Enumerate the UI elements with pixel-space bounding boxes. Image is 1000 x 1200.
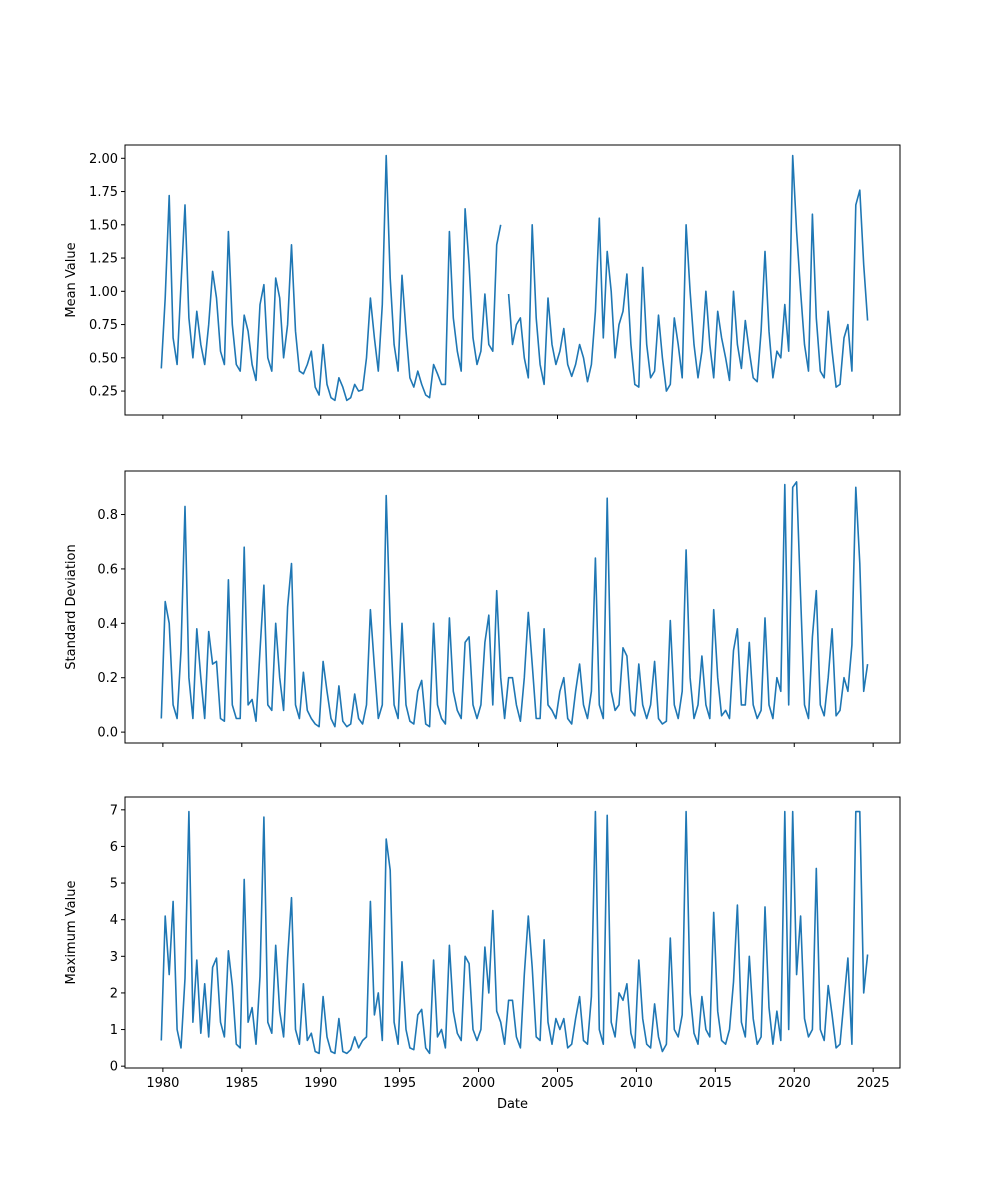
x-tick-label: 2000	[462, 1076, 495, 1091]
x-tick-label: 2005	[541, 1076, 574, 1091]
x-tick-label: 1995	[383, 1076, 416, 1091]
y-tick-label: 0.50	[89, 351, 118, 366]
x-tick-label: 1980	[146, 1076, 179, 1091]
x-tick-label: 1985	[225, 1076, 258, 1091]
y-axis-label: Standard Deviation	[64, 544, 79, 669]
y-tick-label: 1.00	[89, 285, 118, 300]
x-tick-label: 1990	[304, 1076, 337, 1091]
axes-frame	[124, 144, 901, 416]
y-tick-label: 0.0	[97, 726, 118, 741]
y-tick-label: 4	[110, 913, 118, 928]
y-tick-label: 1.75	[89, 185, 118, 200]
x-tick-label: 2025	[857, 1076, 890, 1091]
subplot-3: 0 1 2 3 4 5 6 7 Maximum Value 1980 1985 1990 1995 200…	[64, 796, 901, 1112]
y-tick-label: 0	[110, 1060, 118, 1075]
y-tick-label: 2.00	[89, 152, 118, 167]
axes-frame	[124, 796, 901, 1069]
y-tick-label: 2	[110, 986, 118, 1001]
y-axis-label: Maximum Value	[64, 881, 79, 985]
series-line	[160, 810, 869, 1055]
y-tick-label: 0.4	[97, 617, 118, 632]
y-tick-label: 6	[110, 840, 118, 855]
y-tick-label: 3	[110, 950, 118, 965]
series-line	[160, 154, 869, 402]
x-tick-label: 2020	[778, 1076, 811, 1091]
x-tick-label: 2015	[699, 1076, 732, 1091]
y-tick-label: 0.2	[97, 671, 118, 686]
y-tick-label: 0.6	[97, 562, 118, 577]
y-tick-label: 0.25	[89, 385, 118, 400]
x-tick-label: 2010	[620, 1076, 653, 1091]
y-tick-label: 7	[110, 803, 118, 818]
y-axis-label: Mean Value	[64, 242, 79, 317]
x-axis-label: Date	[497, 1097, 528, 1112]
y-tick-label: 0.8	[97, 508, 118, 523]
y-tick-label: 5	[110, 877, 118, 892]
subplot-1: 0.25 0.50 0.75 1.00 1.25 1.50 1.75 2.00 Mean Val…	[64, 144, 901, 419]
series-line	[160, 481, 869, 728]
y-tick-label: 1.50	[89, 218, 118, 233]
axes-frame	[124, 470, 901, 744]
y-tick-label: 1.25	[89, 252, 118, 267]
subplot-2: 0.0 0.2 0.4 0.6 0.8 Standard Deviation	[64, 470, 901, 747]
y-tick-label: 1	[110, 1023, 118, 1038]
y-tick-label: 0.75	[89, 318, 118, 333]
